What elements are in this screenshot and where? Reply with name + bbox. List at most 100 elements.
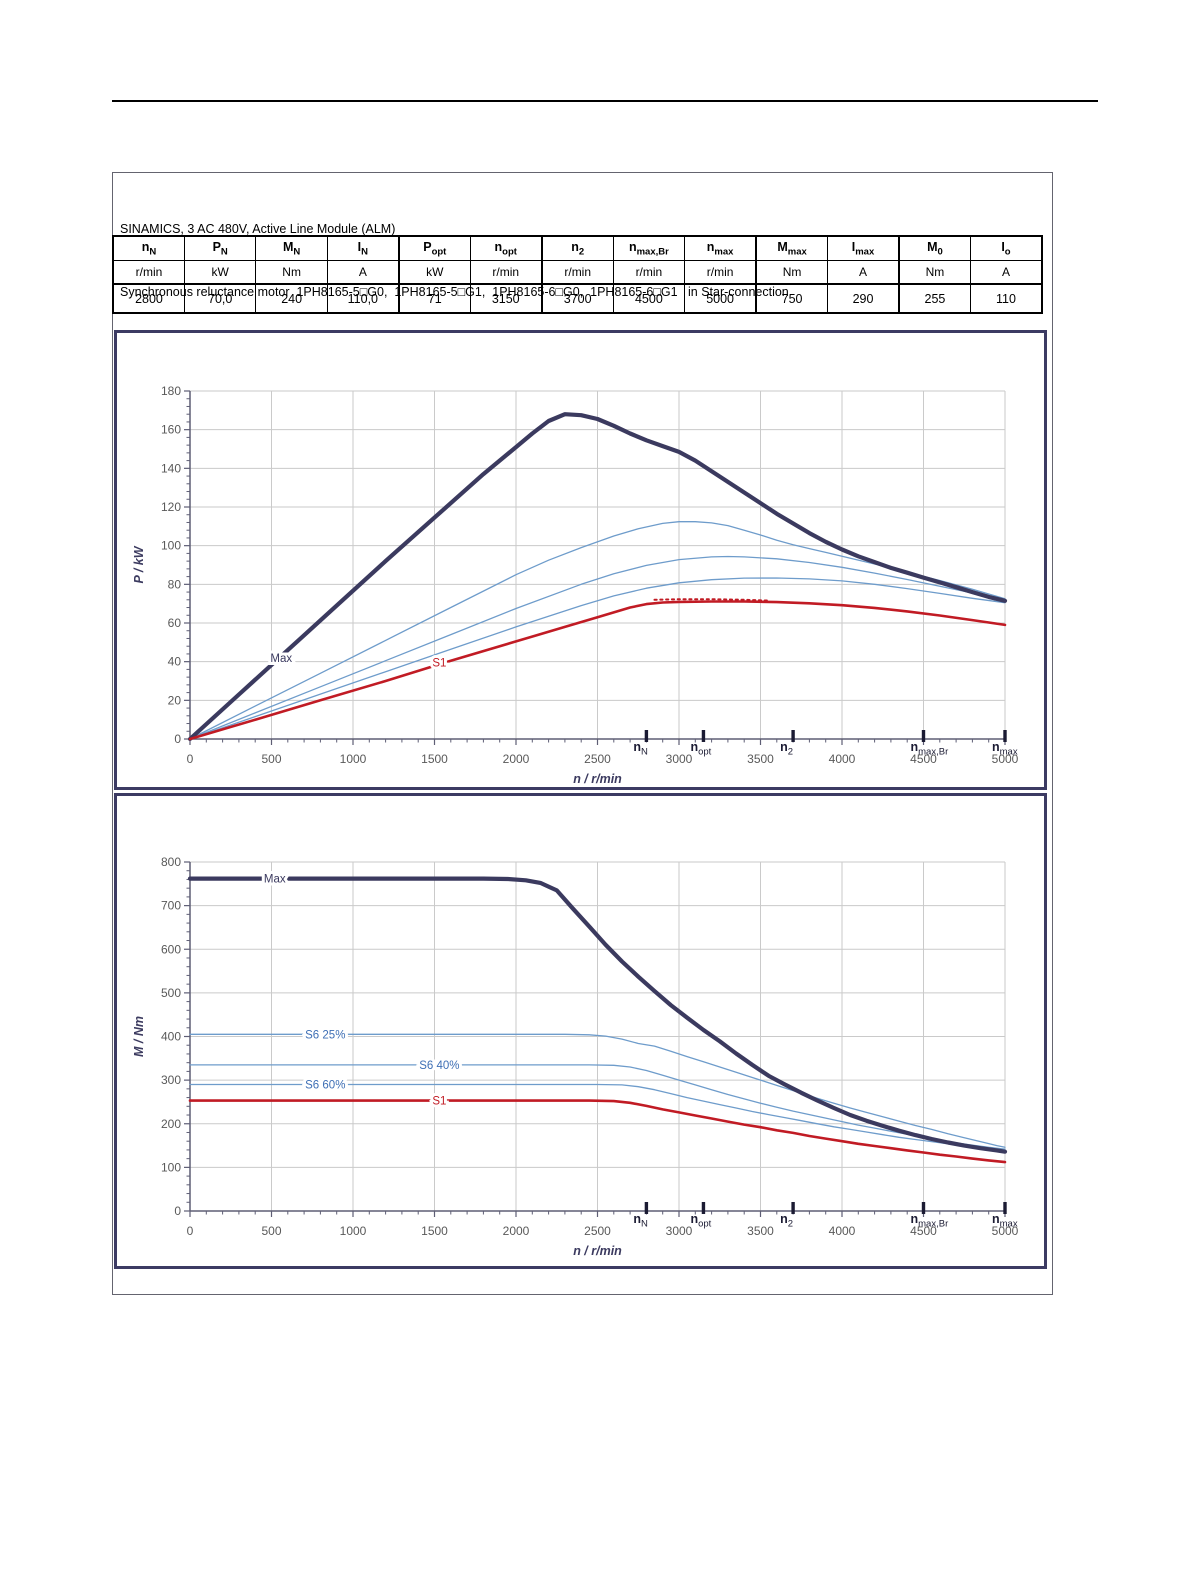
series-s6-60- xyxy=(189,577,1006,740)
title-line-1: SINAMICS, 3 AC 480V, Active Line Module … xyxy=(120,222,396,236)
svg-text:40: 40 xyxy=(168,655,182,669)
axes xyxy=(189,391,1005,740)
svg-text:180: 180 xyxy=(161,384,181,398)
spec-value-cell: 3700 xyxy=(541,283,614,314)
svg-text:2000: 2000 xyxy=(503,1224,530,1238)
series-s6-25- xyxy=(189,1033,1006,1148)
spec-value-cell: 71 xyxy=(398,283,471,314)
svg-text:5000: 5000 xyxy=(992,1224,1019,1238)
svg-text:4500: 4500 xyxy=(910,752,937,766)
spec-unit-cell: r/min xyxy=(541,260,614,285)
power-chart-panel: Max S1 nN nopt n2 nmax,Br nmax 0 500 1000 1500 2000… xyxy=(114,330,1047,790)
spec-header-cell: M0 xyxy=(898,235,971,261)
spec-unit-cell: r/min xyxy=(684,260,758,285)
svg-text:1000: 1000 xyxy=(340,752,367,766)
marker-label: nmax xyxy=(992,740,1018,758)
spec-row-val: 2800 70,0 240 110,0 71 3150 3700 4500 5000 750 290… xyxy=(112,283,1043,314)
spec-unit-cell: kW xyxy=(183,260,257,285)
svg-text:80: 80 xyxy=(168,577,182,591)
svg-text:60: 60 xyxy=(168,616,182,630)
series-s6-40- xyxy=(189,555,1006,740)
svg-text:140: 140 xyxy=(161,461,181,475)
svg-text:3000: 3000 xyxy=(666,1224,693,1238)
svg-text:400: 400 xyxy=(161,1030,181,1044)
spec-value-cell: 5000 xyxy=(684,283,758,314)
curve-label-s6-40-: S6 40% xyxy=(419,1060,459,1072)
y-axis-title: M / Nm xyxy=(132,1016,146,1057)
spec-value-cell: 110 xyxy=(969,283,1043,314)
spec-unit-cell: A xyxy=(326,260,400,285)
spec-unit-cell: kW xyxy=(398,260,471,285)
spec-header-cell: Mmax xyxy=(755,235,829,261)
svg-text:500: 500 xyxy=(161,986,181,1000)
spec-header-cell: nmax,Br xyxy=(612,235,686,261)
content-frame: SINAMICS, 3 AC 480V, Active Line Module … xyxy=(112,172,1053,1295)
marker-label: nN xyxy=(633,1212,648,1230)
spec-header-cell: nN xyxy=(112,235,185,261)
axes xyxy=(189,862,1005,1212)
marker-label: n2 xyxy=(780,1212,793,1230)
svg-text:4000: 4000 xyxy=(829,752,856,766)
spec-value-cell: 3150 xyxy=(469,283,543,314)
curve-label-s6-25-: S6 25% xyxy=(305,1029,345,1041)
curve-label-max: Max xyxy=(264,874,286,886)
marker-label: n2 xyxy=(780,740,793,758)
svg-text:0: 0 xyxy=(174,732,181,746)
spec-header-cell: MN xyxy=(255,235,328,261)
series-s1 xyxy=(188,1099,1007,1164)
svg-text:160: 160 xyxy=(161,423,181,437)
spec-header-cell: IN xyxy=(326,235,400,261)
svg-text:100: 100 xyxy=(161,1160,181,1174)
spec-row-hdr: nN PN MN IN Popt nopt n2 nmax,Br nmax Mmax Imax M0 I… xyxy=(112,235,1043,261)
svg-text:4500: 4500 xyxy=(910,1224,937,1238)
spec-value-cell: 110,0 xyxy=(326,283,400,314)
series-s1-overload-dotted xyxy=(653,598,770,602)
spec-header-cell: n2 xyxy=(541,235,614,261)
marker-label: nopt xyxy=(690,1212,711,1230)
series-max xyxy=(187,412,1008,742)
svg-text:120: 120 xyxy=(161,500,181,514)
svg-text:3500: 3500 xyxy=(747,752,774,766)
y-axis-title: P / kW xyxy=(132,545,146,583)
svg-text:700: 700 xyxy=(161,899,181,913)
spec-header-cell: nmax xyxy=(684,235,758,261)
svg-text:800: 800 xyxy=(161,855,181,869)
svg-text:2500: 2500 xyxy=(584,752,611,766)
svg-text:300: 300 xyxy=(161,1073,181,1087)
spec-unit-cell: Nm xyxy=(755,260,829,285)
svg-text:1500: 1500 xyxy=(421,1224,448,1238)
marker-label: nN xyxy=(633,740,648,758)
spec-value-cell: 750 xyxy=(755,283,829,314)
svg-text:500: 500 xyxy=(261,1224,281,1238)
spec-header-cell: Imax xyxy=(827,235,900,261)
curve-label-max: Max xyxy=(270,653,292,665)
svg-text:0: 0 xyxy=(174,1204,181,1218)
marker-label: nmax,Br xyxy=(911,1212,949,1230)
svg-text:3500: 3500 xyxy=(747,1224,774,1238)
axis-titles: n / r/min P / kW xyxy=(132,545,622,786)
spec-value-cell: 290 xyxy=(827,283,900,314)
svg-text:200: 200 xyxy=(161,1117,181,1131)
spec-header-cell: Popt xyxy=(398,235,471,261)
spec-unit-cell: A xyxy=(969,260,1043,285)
spec-unit-cell: Nm xyxy=(898,260,971,285)
spec-value-cell: 240 xyxy=(255,283,328,314)
spec-header-cell: nopt xyxy=(469,235,543,261)
marker-label: nmax,Br xyxy=(911,740,949,758)
spec-unit-cell: Nm xyxy=(255,260,328,285)
svg-text:1500: 1500 xyxy=(421,752,448,766)
svg-text:4000: 4000 xyxy=(829,1224,856,1238)
svg-text:0: 0 xyxy=(187,752,194,766)
speed-markers: nN nopt n2 nmax,Br nmax xyxy=(633,730,1018,758)
svg-text:2000: 2000 xyxy=(503,752,530,766)
spec-unit-cell: r/min xyxy=(612,260,686,285)
x-axis-title: n / r/min xyxy=(573,772,622,786)
spec-value-cell: 255 xyxy=(898,283,971,314)
svg-text:100: 100 xyxy=(161,539,181,553)
spec-value-cell: 2800 xyxy=(112,283,185,314)
spec-unit-cell: A xyxy=(827,260,900,285)
svg-text:5000: 5000 xyxy=(992,752,1019,766)
x-axis-title: n / r/min xyxy=(573,1244,622,1258)
